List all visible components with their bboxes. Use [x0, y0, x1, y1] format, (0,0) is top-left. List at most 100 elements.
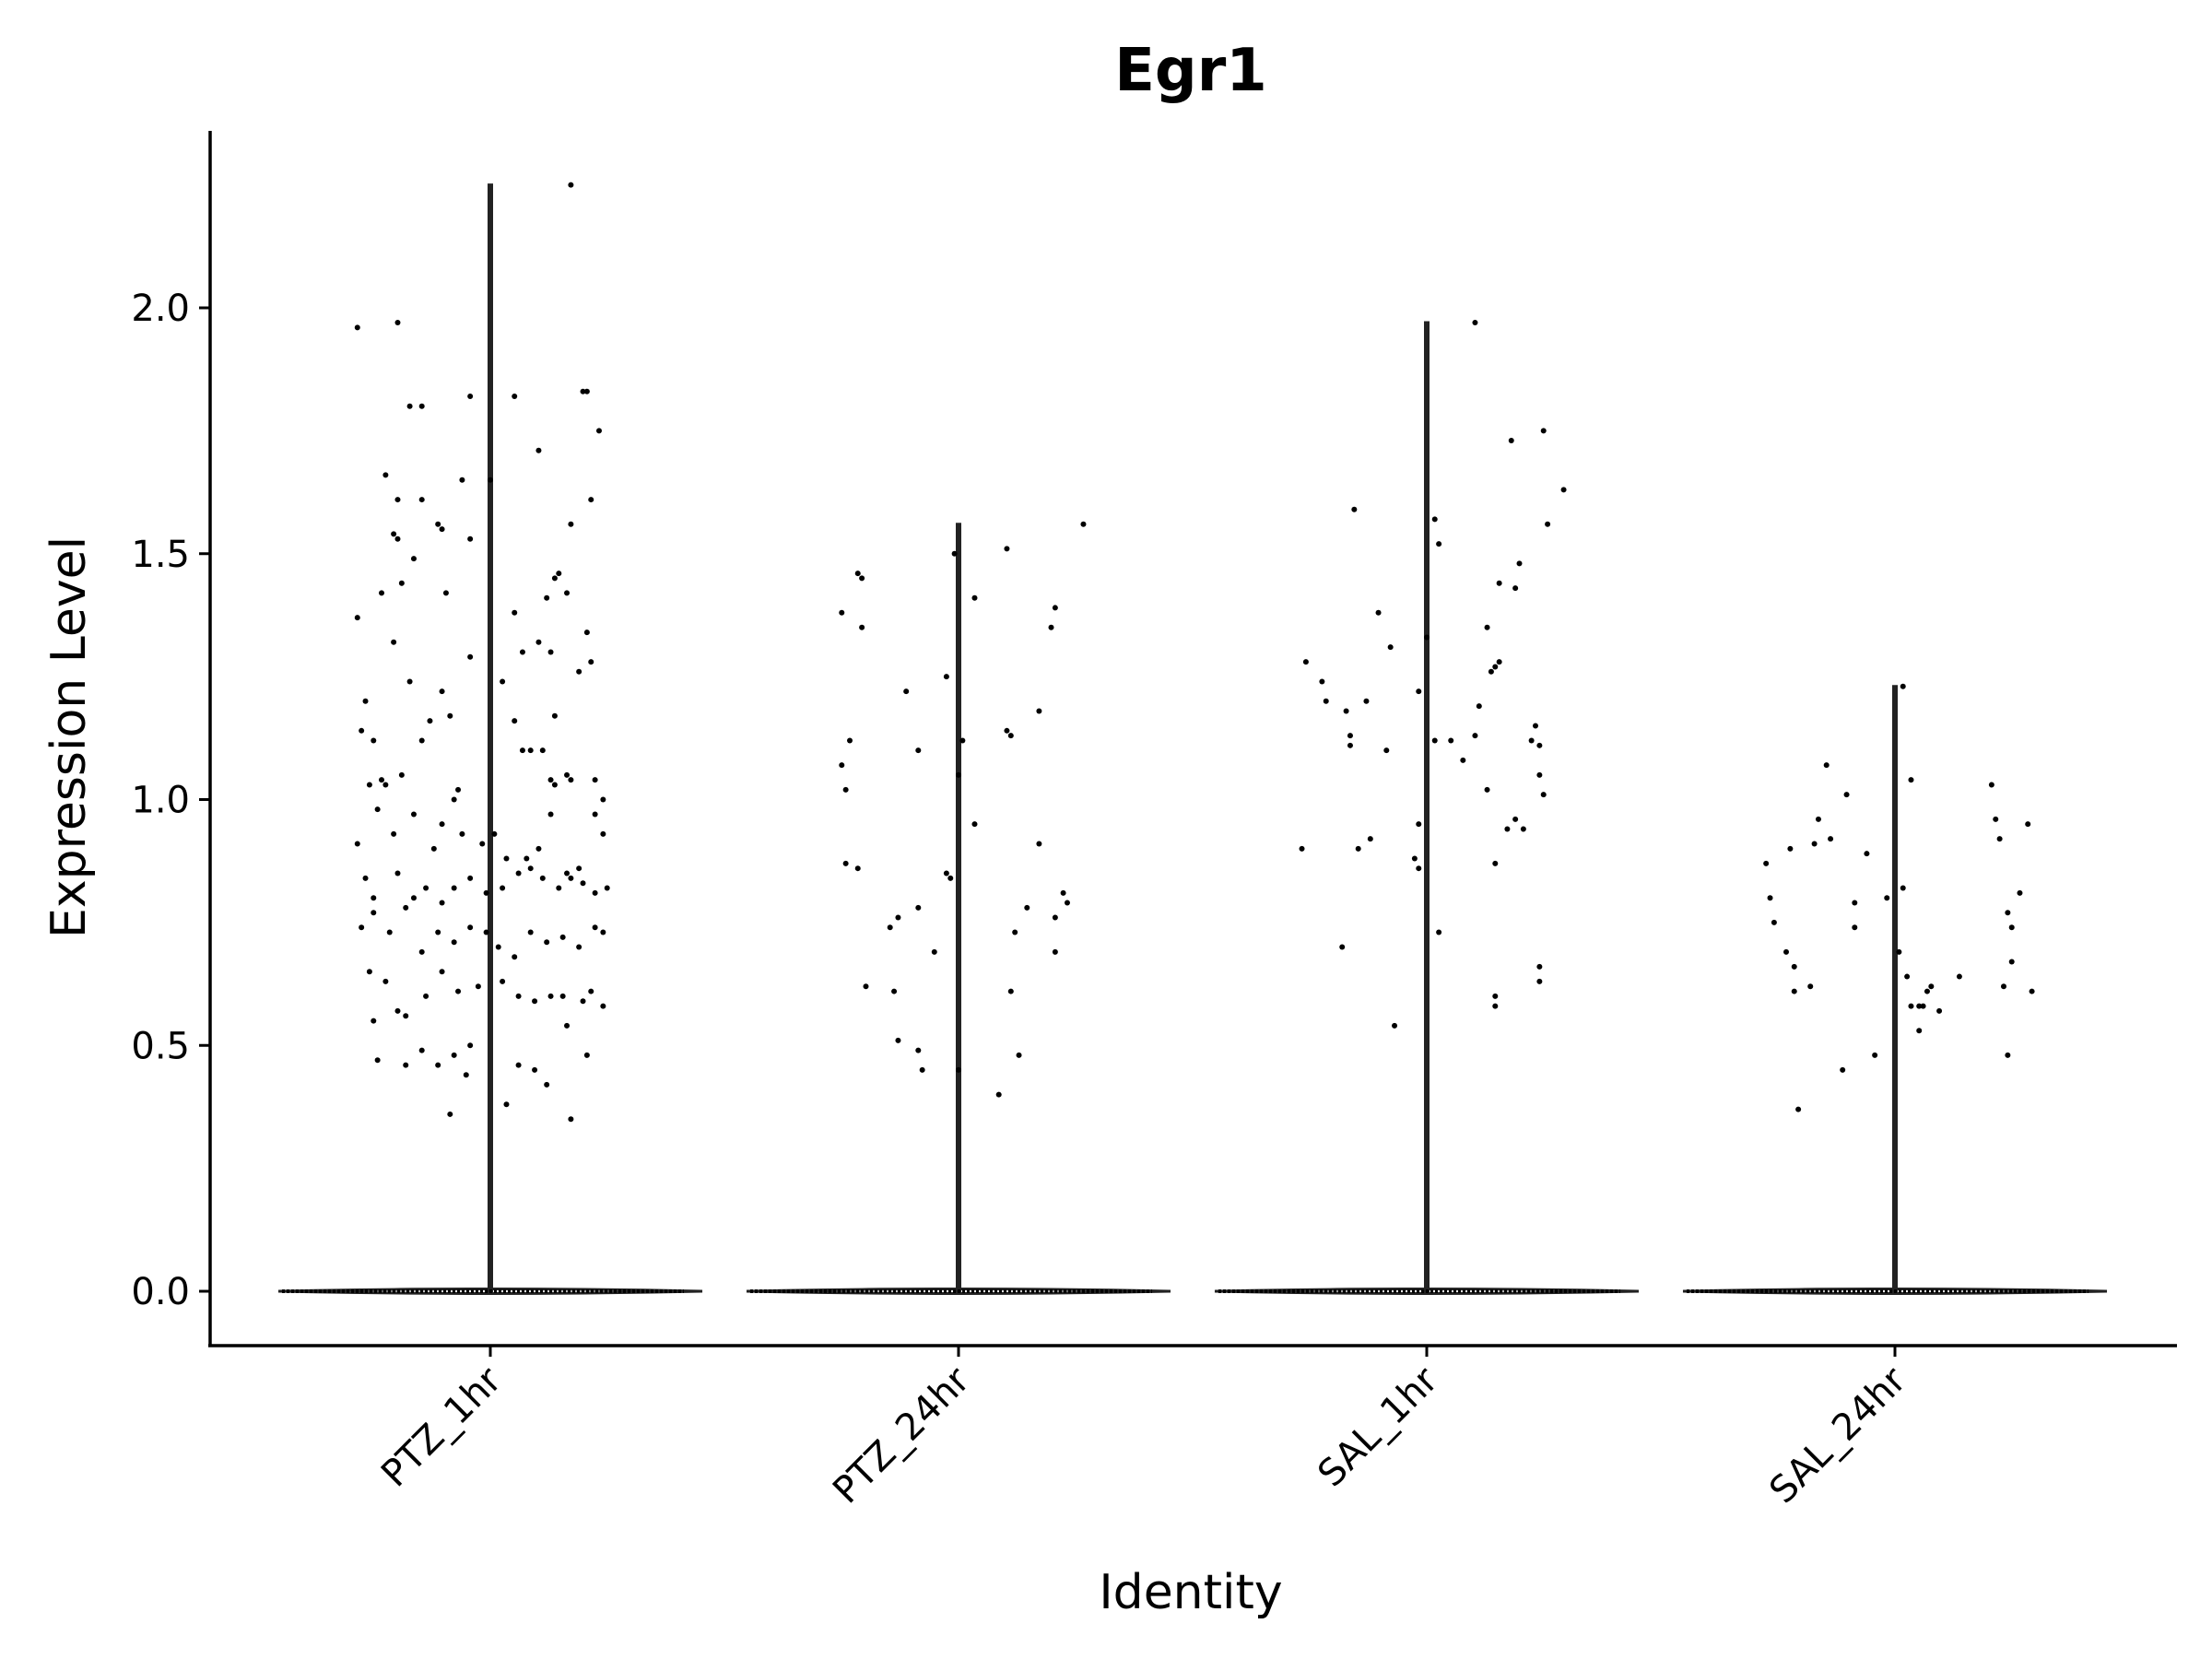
data-point	[1012, 929, 1018, 935]
data-point	[418, 1047, 425, 1053]
data-point	[467, 653, 474, 660]
data-point	[592, 811, 598, 818]
data-point	[491, 830, 498, 837]
data-point	[439, 526, 445, 533]
data-point	[600, 796, 606, 803]
data-point	[583, 1052, 590, 1058]
data-point	[1540, 428, 1547, 434]
data-point	[895, 1037, 901, 1043]
data-point	[382, 978, 389, 984]
data-point	[595, 428, 602, 434]
y-tick-label: 1.5	[131, 534, 190, 576]
data-point	[483, 929, 489, 935]
data-point	[551, 712, 558, 719]
data-point	[580, 388, 586, 394]
data-point	[1900, 885, 1906, 891]
data-point	[527, 929, 534, 935]
data-point	[512, 394, 518, 400]
data-point	[2000, 983, 2006, 990]
data-point	[503, 855, 510, 862]
data-point	[859, 575, 865, 582]
data-point	[1767, 895, 1773, 901]
data-point	[943, 674, 949, 680]
data-point	[359, 924, 365, 931]
data-point	[2005, 910, 2011, 916]
data-point	[1496, 580, 1502, 586]
data-point	[580, 880, 586, 887]
data-point	[1864, 851, 1870, 857]
data-point	[394, 320, 401, 326]
data-point	[1988, 782, 1994, 788]
data-point	[2008, 924, 2015, 931]
data-point	[1052, 948, 1058, 955]
data-point	[447, 712, 453, 719]
data-point	[564, 590, 571, 596]
data-point	[1484, 786, 1490, 793]
data-point	[439, 688, 445, 695]
x-tick-label: PTZ_24hr	[825, 1359, 978, 1512]
data-point	[1516, 560, 1523, 567]
data-point	[1411, 855, 1418, 862]
data-point	[559, 993, 566, 999]
y-axis-label: Expression Level	[41, 536, 97, 938]
data-point	[1843, 792, 1850, 798]
chart-title: Egr1	[1114, 37, 1267, 105]
data-point	[887, 924, 893, 931]
data-point	[592, 924, 598, 931]
data-point	[386, 929, 393, 935]
violin-spine	[488, 183, 493, 1293]
data-point	[859, 624, 865, 630]
data-point	[394, 1007, 401, 1014]
data-point	[398, 771, 405, 778]
data-point	[580, 998, 586, 1005]
data-point	[366, 782, 372, 788]
x-axis-label: Identity	[1099, 1565, 1282, 1620]
data-point	[551, 782, 558, 788]
data-point	[354, 615, 360, 621]
data-point	[547, 649, 554, 655]
data-point	[435, 1062, 441, 1068]
data-point	[854, 865, 861, 872]
data-point	[1347, 742, 1353, 748]
data-point	[354, 841, 360, 847]
data-point	[559, 934, 566, 940]
data-point	[971, 594, 978, 601]
data-point	[1920, 1003, 1926, 1009]
data-point	[544, 1081, 550, 1088]
data-point	[959, 737, 966, 744]
data-point	[354, 324, 360, 331]
data-point	[488, 477, 493, 483]
y-tick-label: 0.5	[131, 1025, 190, 1067]
data-point	[459, 830, 465, 837]
data-point	[915, 747, 922, 754]
data-point	[430, 845, 437, 852]
data-point	[2008, 959, 2015, 965]
data-point	[600, 929, 606, 935]
data-point	[539, 875, 546, 881]
data-point	[1375, 609, 1382, 616]
data-point	[1916, 1028, 1923, 1034]
y-tick-label: 0.0	[131, 1271, 190, 1313]
data-point	[403, 1062, 409, 1068]
data-point	[535, 639, 542, 645]
data-point	[1387, 644, 1394, 651]
data-point	[467, 535, 474, 542]
data-point	[394, 535, 401, 542]
data-point	[1007, 733, 1014, 739]
data-point	[1884, 895, 1890, 901]
data-point	[515, 993, 522, 999]
data-point	[1787, 845, 1794, 852]
data-point	[391, 639, 397, 645]
data-point	[410, 895, 417, 901]
data-point	[1007, 988, 1014, 994]
violin-spine	[1424, 321, 1430, 1293]
data-point	[2017, 889, 2023, 896]
data-point	[371, 910, 377, 916]
data-point	[1908, 777, 1914, 783]
data-point	[515, 870, 522, 877]
data-point	[1828, 836, 1834, 842]
data-point	[362, 698, 369, 704]
data-point	[467, 924, 474, 931]
data-point	[366, 969, 372, 975]
data-point	[1536, 978, 1543, 984]
